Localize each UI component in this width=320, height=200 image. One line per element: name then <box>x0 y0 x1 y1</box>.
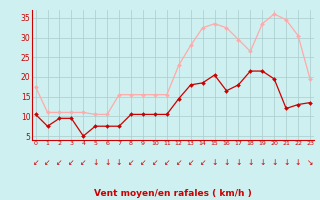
Text: ↓: ↓ <box>116 158 122 167</box>
Text: ↓: ↓ <box>295 158 301 167</box>
Text: Vent moyen/en rafales ( km/h ): Vent moyen/en rafales ( km/h ) <box>94 189 252 198</box>
Text: ↓: ↓ <box>283 158 289 167</box>
Text: ↓: ↓ <box>212 158 218 167</box>
Text: ↓: ↓ <box>271 158 277 167</box>
Text: ↙: ↙ <box>152 158 158 167</box>
Text: ↓: ↓ <box>104 158 110 167</box>
Text: ↙: ↙ <box>80 158 86 167</box>
Text: ↙: ↙ <box>164 158 170 167</box>
Text: ↙: ↙ <box>188 158 194 167</box>
Text: ↙: ↙ <box>140 158 146 167</box>
Text: ↓: ↓ <box>223 158 230 167</box>
Text: ↓: ↓ <box>259 158 266 167</box>
Text: ↙: ↙ <box>176 158 182 167</box>
Text: ↙: ↙ <box>128 158 134 167</box>
Text: ↙: ↙ <box>199 158 206 167</box>
Text: ↙: ↙ <box>44 158 51 167</box>
Text: ↙: ↙ <box>68 158 75 167</box>
Text: ↓: ↓ <box>92 158 99 167</box>
Text: ↓: ↓ <box>247 158 253 167</box>
Text: ↘: ↘ <box>307 158 313 167</box>
Text: ↙: ↙ <box>56 158 63 167</box>
Text: ↙: ↙ <box>32 158 39 167</box>
Text: ↓: ↓ <box>235 158 242 167</box>
